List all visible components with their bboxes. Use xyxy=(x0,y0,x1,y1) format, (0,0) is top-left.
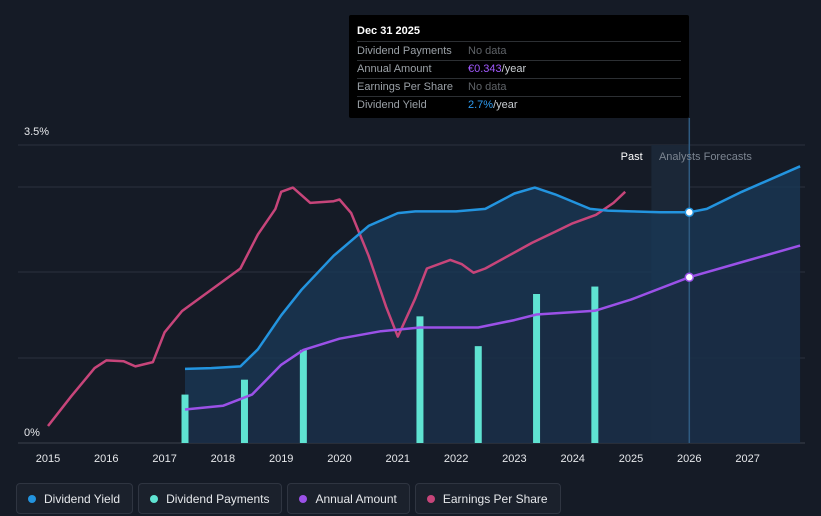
legend-label: Earnings Per Share xyxy=(442,491,548,506)
x-tick-2021: 2021 xyxy=(386,453,410,465)
x-tick-2025: 2025 xyxy=(619,453,643,465)
tooltip-row: Annual Amount €0.343/year xyxy=(357,61,681,79)
x-tick-2018: 2018 xyxy=(211,453,235,465)
legend: Dividend Yield Dividend Payments Annual Am… xyxy=(16,483,561,515)
annual-amount-marker xyxy=(684,272,695,282)
legend-item-dividend-yield[interactable]: Dividend Yield xyxy=(16,483,134,514)
x-axis-ticks: 2015 2016 2017 2018 2019 2020 2021 2022 2023 2024… xyxy=(36,453,760,465)
legend-dot-icon xyxy=(299,494,308,503)
payment-bar-1 xyxy=(240,379,248,443)
tooltip-row-unit: /year xyxy=(493,99,518,111)
payment-bar-4 xyxy=(474,346,482,443)
payment-bar-5 xyxy=(533,294,541,443)
x-tick-2022: 2022 xyxy=(444,453,468,465)
legend-dot-icon xyxy=(150,494,159,503)
legend-item-earnings-per-share[interactable]: Earnings Per Share xyxy=(414,483,561,514)
x-tick-2017: 2017 xyxy=(152,453,176,465)
x-tick-2016: 2016 xyxy=(94,453,118,465)
legend-label: Dividend Payments xyxy=(166,491,270,506)
legend-item-annual-amount[interactable]: Annual Amount xyxy=(287,483,410,514)
tooltip-row-label: Earnings Per Share xyxy=(357,81,453,93)
payment-bar-6 xyxy=(591,286,599,443)
payment-bar-0 xyxy=(181,394,189,443)
tooltip: Dec 31 2025 Dividend Payments No data Annu… xyxy=(349,15,689,118)
tooltip-row-label: Annual Amount xyxy=(357,63,432,75)
tooltip-row-label: Dividend Payments xyxy=(357,45,452,57)
legend-dot-icon xyxy=(426,494,435,503)
tooltip-row-value: €0.343 xyxy=(468,63,502,75)
dividend-yield-line xyxy=(184,165,801,371)
legend-label: Annual Amount xyxy=(315,491,397,506)
legend-item-dividend-payments[interactable]: Dividend Payments xyxy=(138,483,283,514)
x-tick-2024: 2024 xyxy=(560,453,584,465)
earnings-per-share-line xyxy=(47,186,627,427)
past-zone-label: Past xyxy=(621,151,643,163)
y-axis-bottom-label: 0% xyxy=(24,427,40,439)
series-lines xyxy=(47,165,801,427)
x-tick-2023: 2023 xyxy=(502,453,526,465)
x-tick-2020: 2020 xyxy=(327,453,351,465)
tooltip-rows: Dividend Payments No data Annual Amount €0.… xyxy=(357,43,681,114)
tooltip-row-value: 2.7% xyxy=(468,99,494,111)
legend-dot-icon xyxy=(28,494,36,503)
tooltip-date: Dec 31 2025 xyxy=(357,23,681,42)
x-tick-2019: 2019 xyxy=(269,453,293,465)
tooltip-row: Dividend Yield 2.7%/year xyxy=(357,97,681,114)
forecast-zone-label: Analysts Forecasts xyxy=(659,151,752,163)
tooltip-row-unit: /year xyxy=(501,63,527,75)
y-axis-top-label: 3.5% xyxy=(24,126,49,138)
cursor-markers xyxy=(684,207,695,282)
tooltip-row-value: No data xyxy=(468,45,507,57)
dividend-yield-marker xyxy=(684,207,695,218)
payment-bar-2 xyxy=(299,349,307,443)
payment-bar-3 xyxy=(416,316,424,443)
tooltip-row-label: Dividend Yield xyxy=(357,99,427,111)
legend-label: Dividend Yield xyxy=(44,491,121,506)
x-tick-2027: 2027 xyxy=(735,453,759,465)
annual-amount-line xyxy=(184,244,801,411)
dividend-chart: 3.5% 0% Past Analysts Forecasts 2015 2016… xyxy=(18,118,805,465)
x-tick-2015: 2015 xyxy=(36,453,60,465)
tooltip-row-value: No data xyxy=(468,81,507,93)
dividend-payment-bars xyxy=(181,286,599,443)
x-tick-2026: 2026 xyxy=(677,453,701,465)
tooltip-row: Dividend Payments No data xyxy=(357,43,681,61)
tooltip-row: Earnings Per Share No data xyxy=(357,79,681,97)
